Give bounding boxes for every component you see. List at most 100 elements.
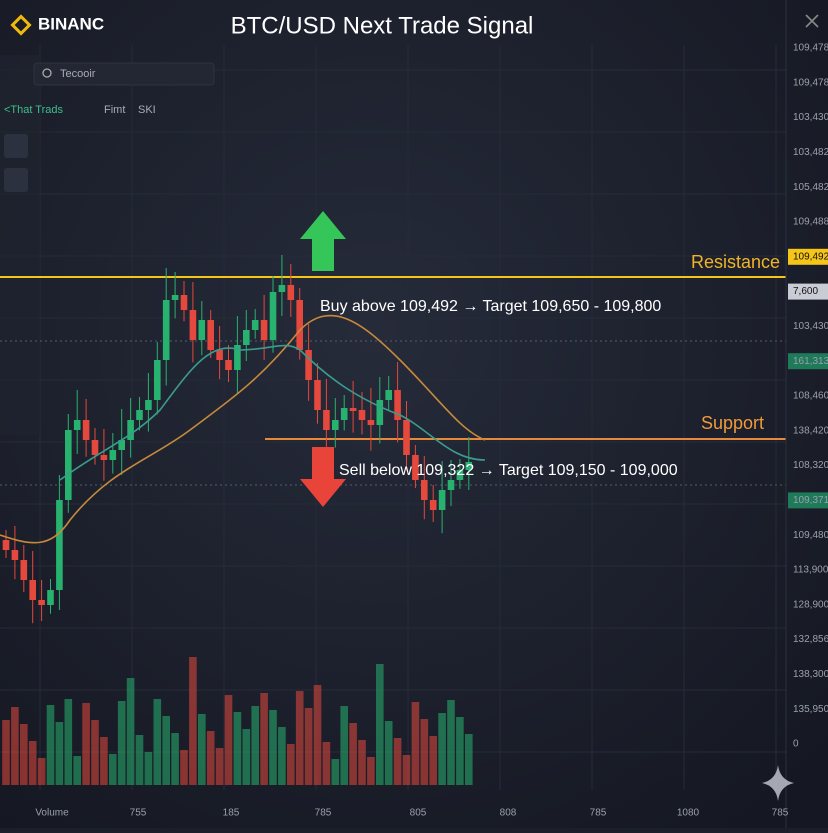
volume-bar <box>465 734 473 785</box>
candle-body <box>421 480 428 500</box>
sparkle-icon <box>762 765 794 801</box>
volume-bar <box>242 729 251 785</box>
tab[interactable]: SKI <box>138 104 156 116</box>
volume-bar <box>215 748 224 785</box>
candle-body <box>447 480 455 490</box>
candle-body <box>332 420 339 430</box>
candle-body <box>65 430 72 500</box>
candle-body <box>47 590 54 605</box>
price-label: 132,856 <box>793 634 828 645</box>
tab[interactable]: Fimt <box>104 104 125 116</box>
volume-bar <box>456 717 464 785</box>
candle-body <box>198 320 206 340</box>
price-label: 138,420 <box>793 425 828 436</box>
price-label: 108,460 <box>793 391 828 402</box>
volume-bar <box>447 700 455 785</box>
volume <box>2 657 473 785</box>
candle-body <box>118 440 125 450</box>
tab[interactable]: <That Trads <box>4 104 64 116</box>
logo-icon <box>10 14 32 36</box>
volume-bar <box>251 706 259 785</box>
time-label: 755 <box>130 808 147 819</box>
candle-body <box>154 360 161 400</box>
volume-bar <box>162 716 170 785</box>
volume-bar <box>20 724 28 785</box>
search-text[interactable]: Tecooir <box>60 68 96 80</box>
volume-bar <box>82 703 90 785</box>
candle-body <box>38 600 45 605</box>
volume-bar <box>331 759 340 785</box>
volume-bar <box>438 713 446 785</box>
fast-ma <box>59 344 486 481</box>
volume-bar <box>429 736 437 785</box>
candle-body <box>349 408 357 411</box>
volume-bar <box>340 706 348 785</box>
candle-body <box>358 410 366 420</box>
candle-body <box>412 455 419 480</box>
price-label: 103,430 <box>793 321 828 332</box>
candle-body <box>2 540 10 550</box>
candle-body <box>136 410 143 420</box>
price-label: 113,900 <box>793 565 828 576</box>
search-box[interactable] <box>33 62 215 86</box>
volume-bar <box>358 740 366 785</box>
candle-body <box>367 420 375 425</box>
sell-signal: Sell below 109,322 → Target 109,150 - 10… <box>339 462 678 479</box>
volume-bar <box>420 719 429 785</box>
candle-body <box>127 420 134 440</box>
price-label: 109,478 <box>793 77 828 88</box>
candle-body <box>171 295 179 300</box>
tool-button[interactable] <box>4 134 28 158</box>
volume-bar <box>295 691 304 785</box>
candle-body <box>269 292 277 340</box>
candles <box>2 255 473 624</box>
time-label: 785 <box>590 808 607 819</box>
candle-body <box>216 350 223 360</box>
candle-body <box>438 490 446 510</box>
candle-body <box>243 330 250 345</box>
price-label: 109,371 <box>793 495 828 506</box>
candle-body <box>180 295 188 310</box>
slow-ma <box>0 314 486 544</box>
time-label: Volume <box>35 808 69 819</box>
volume-bar <box>28 741 37 785</box>
price-label: 109,480 <box>793 530 828 541</box>
candle-body <box>465 462 473 470</box>
title: BTC/USD Next Trade Signal <box>231 12 534 39</box>
price-label: 0 <box>793 739 799 750</box>
volume-bar <box>144 752 153 785</box>
time-label: 785 <box>772 808 789 819</box>
candle-body <box>314 380 321 410</box>
volume-bar <box>260 693 268 785</box>
volume-bar <box>109 754 117 785</box>
candle-body <box>162 300 170 360</box>
support-label: Support <box>701 413 764 433</box>
candle-body <box>145 400 152 410</box>
candle-body <box>20 560 28 580</box>
price-axis: 109,478 109,478 103,430 103,482 105,482 109,4… <box>788 43 828 750</box>
candle-body <box>456 470 464 480</box>
volume-bar <box>55 722 64 785</box>
volume-bar <box>73 756 81 785</box>
candle-body <box>82 420 90 440</box>
volume-bar <box>411 702 420 785</box>
candle-body <box>287 285 295 300</box>
volume-bar <box>287 744 295 785</box>
candle-body <box>403 420 410 455</box>
volume-bar <box>322 742 331 785</box>
up-arrow <box>300 211 346 271</box>
candle-body <box>340 408 348 420</box>
time-label: 808 <box>500 808 517 819</box>
volume-bar <box>304 708 313 785</box>
tool-button[interactable] <box>4 168 28 192</box>
price-tag <box>788 353 828 370</box>
price-label: 135,950 <box>793 704 828 715</box>
time-axis: Volume 755 185 785 805 808 785 1080 785 <box>35 808 788 819</box>
candle-body <box>376 400 384 425</box>
volume-bar <box>37 758 46 785</box>
volume-bar <box>126 678 135 785</box>
close-button[interactable] <box>805 14 819 28</box>
volume-bar <box>171 733 179 785</box>
volume-bar <box>384 721 393 785</box>
